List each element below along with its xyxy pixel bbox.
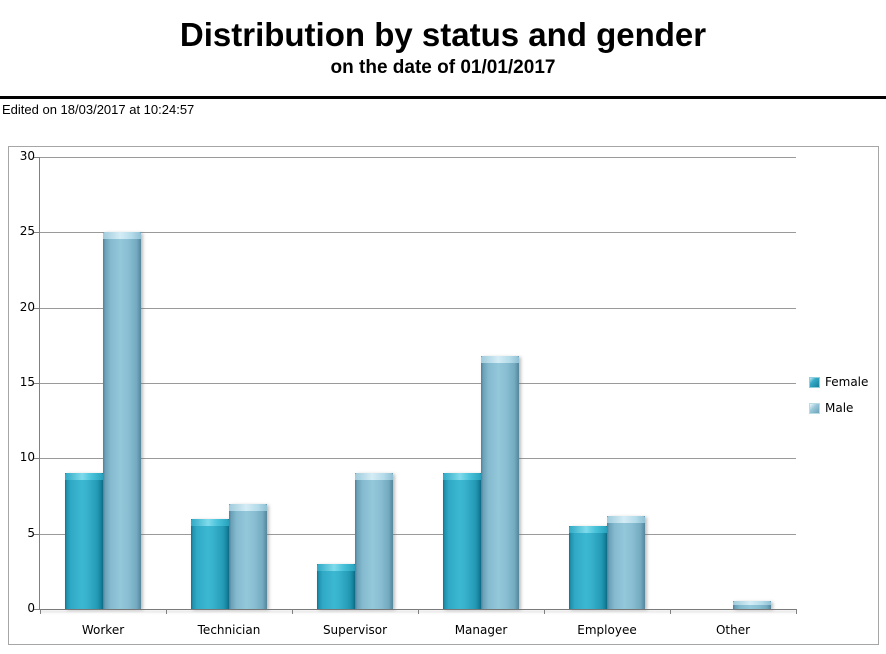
bar-top-highlight <box>733 601 771 605</box>
legend-swatch-female-icon <box>809 376 820 388</box>
bar-top-highlight <box>355 473 393 480</box>
gridline-15 <box>40 383 796 384</box>
bar-male-other <box>733 601 771 609</box>
gridline-30 <box>40 157 796 158</box>
x-axis-tick-6 <box>796 609 797 614</box>
bar-top-highlight <box>191 519 229 526</box>
x-axis-tick-2 <box>292 609 293 614</box>
y-axis-tick-15 <box>34 383 40 384</box>
x-axis-label-worker: Worker <box>81 623 125 637</box>
plot-area: 0 5 10 15 20 25 30 Worker Technician Supervisor Ma… <box>20 149 797 637</box>
x-axis-label-employee: Employee <box>577 623 637 637</box>
legend: Female Male <box>809 375 868 427</box>
y-axis-label-5: 5 <box>27 525 35 540</box>
y-axis-line <box>39 157 40 609</box>
x-axis-label-other: Other <box>715 623 751 637</box>
y-axis-tick-20 <box>34 307 40 309</box>
legend-label-male: Male <box>825 401 854 415</box>
y-axis-label-15: 15 <box>19 375 35 389</box>
bar-female-technician <box>191 519 229 609</box>
legend-label-female: Female <box>825 375 869 389</box>
bar-male-technician <box>229 504 267 609</box>
bar-top-highlight <box>569 526 607 533</box>
header-divider <box>0 96 886 99</box>
bar-male-supervisor <box>355 473 393 609</box>
y-axis-label-20: 20 <box>19 299 35 314</box>
gridline-20 <box>40 307 796 309</box>
bar-female-manager <box>443 473 481 609</box>
x-axis-label-supervisor: Supervisor <box>322 623 388 637</box>
y-axis-tick-10 <box>34 458 40 460</box>
bar-top-highlight <box>103 232 141 239</box>
y-axis-label-25: 25 <box>19 224 35 239</box>
chart-frame: 0 5 10 15 20 25 30 Worker Technician Supervisor Ma… <box>8 146 879 645</box>
legend-swatch-male-icon <box>809 402 820 414</box>
gridline-25 <box>40 232 796 234</box>
bar-top-highlight <box>317 564 355 571</box>
x-axis-tick-4 <box>544 609 545 614</box>
bar-top-highlight <box>481 356 519 363</box>
chart-title: Distribution by status and gender <box>179 16 707 53</box>
bar-top-highlight <box>607 516 645 523</box>
legend-item-male: Male <box>809 401 868 415</box>
y-axis-tick-25 <box>34 232 40 234</box>
y-axis-tick-30 <box>34 157 40 158</box>
bar-male-employee <box>607 516 645 609</box>
bar-top-highlight <box>229 504 267 511</box>
x-axis-tick-5 <box>670 609 671 614</box>
bar-female-worker <box>65 473 103 609</box>
y-axis-label-30: 30 <box>19 149 35 163</box>
x-axis-tick-1 <box>166 609 167 614</box>
bar-male-worker <box>103 232 141 609</box>
edited-timestamp: Edited on 18/03/2017 at 10:24:57 <box>2 102 195 117</box>
y-axis-tick-0 <box>34 609 40 610</box>
x-axis-label-technician: Technician <box>197 623 261 637</box>
gridline-10 <box>40 458 796 460</box>
x-axis-label-manager: Manager <box>454 623 508 637</box>
bar-female-employee <box>569 526 607 609</box>
bar-top-highlight <box>443 473 481 480</box>
x-axis-tick-0 <box>40 609 41 614</box>
chart-subtitle: on the date of 01/01/2017 <box>330 57 556 78</box>
gridline-5 <box>40 533 796 535</box>
y-axis-label-10: 10 <box>19 450 35 465</box>
y-axis-tick-5 <box>34 533 40 535</box>
x-axis-tick-3 <box>418 609 419 614</box>
bar-male-manager <box>481 356 519 609</box>
bar-top-highlight <box>65 473 103 480</box>
y-axis-label-0: 0 <box>27 601 35 615</box>
legend-item-female: Female <box>809 375 868 389</box>
bar-female-supervisor <box>317 564 355 609</box>
